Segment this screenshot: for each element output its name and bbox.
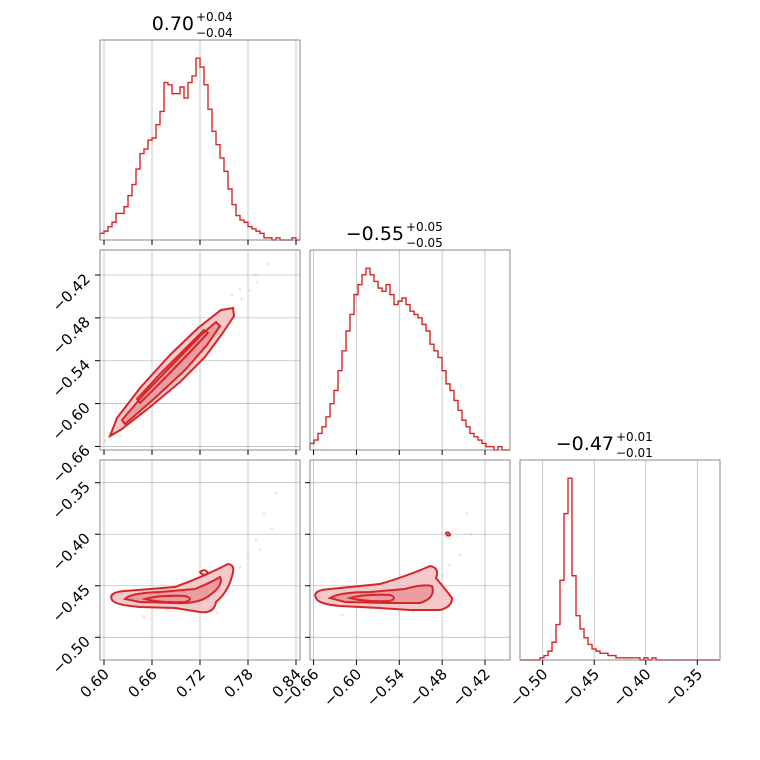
param-title-minus-2: −0.01 <box>616 446 653 460</box>
y-tick-label: −0.35 <box>49 478 94 523</box>
x-tick-label: 0.72 <box>172 665 208 701</box>
x-tick-label: −0.35 <box>661 665 706 710</box>
x-tick-label: −0.42 <box>449 665 494 710</box>
scatter-point <box>258 548 262 552</box>
contour-fill-inner-2-0 <box>125 577 221 604</box>
scatter-point <box>230 293 234 297</box>
contour-line-core-2-0 <box>141 594 191 604</box>
contour-line-outer-1-0 <box>108 306 236 439</box>
param-title-minus-1: −0.05 <box>406 236 443 250</box>
x-tick-label: −0.60 <box>320 665 365 710</box>
x-tick-label: 0.66 <box>124 665 160 701</box>
param-title-median-0: 0.70 <box>152 13 194 35</box>
contour-line-outer-2-1 <box>314 564 454 611</box>
histogram-2 <box>520 477 720 661</box>
scatter-point <box>469 532 473 536</box>
scatter-point <box>447 563 451 567</box>
contour-line-island-2-1 <box>444 531 452 537</box>
scatter-point <box>240 296 244 301</box>
scatter-point <box>104 439 108 443</box>
contour-line-inner-2-0 <box>123 575 222 605</box>
frame-layer <box>95 39 721 665</box>
grid-layer <box>100 40 698 660</box>
x-tick-label: −0.50 <box>506 665 551 710</box>
scatter-point <box>340 613 344 617</box>
x-tick-label: 0.60 <box>76 665 112 701</box>
scatter-point <box>274 491 278 495</box>
scatter-point <box>254 273 258 277</box>
scatter-point <box>248 288 252 292</box>
x-tick-label: −0.45 <box>558 665 603 710</box>
y-tick-label: −0.54 <box>49 356 94 401</box>
scatter-point <box>465 512 469 516</box>
contour-line-island-2-0 <box>198 569 210 576</box>
y-tick-label: −0.50 <box>49 632 94 677</box>
contour-line-outer-2-0 <box>110 562 235 614</box>
y-tick-label: −0.66 <box>49 442 94 487</box>
y-tick-label: −0.45 <box>49 581 94 626</box>
histogram-0 <box>99 57 300 241</box>
scatter-point <box>270 527 274 531</box>
y-tick-label: −0.40 <box>49 529 94 574</box>
param-title-plus-0: +0.04 <box>196 10 233 24</box>
param-title-plus-2: +0.01 <box>616 430 653 444</box>
scatter-point <box>142 615 146 619</box>
scatter-point <box>440 573 444 578</box>
contour-line-inner-2-1 <box>327 584 434 604</box>
contour-line-inner-1-0 <box>120 320 222 426</box>
contour-line-core-2-1 <box>346 593 395 603</box>
contour-line-core-1-0 <box>135 328 210 405</box>
scatter-point <box>254 537 258 541</box>
hist-frame-1 <box>309 249 511 451</box>
scatter-point <box>458 553 462 557</box>
scatter-point <box>166 608 170 613</box>
y-tick-label: −0.60 <box>49 399 94 444</box>
param-title-median-2: −0.47 <box>556 433 614 455</box>
scatter-point <box>216 610 220 615</box>
param-title-median-1: −0.55 <box>346 223 404 245</box>
x-tick-label: −0.40 <box>609 665 654 710</box>
scatter-point <box>238 287 242 291</box>
scatter-point <box>266 262 270 266</box>
y-tick-label: −0.48 <box>49 313 94 358</box>
param-title-plus-1: +0.05 <box>406 220 443 234</box>
x-tick-label: 0.78 <box>220 665 256 701</box>
x-tick-label: −0.48 <box>406 665 451 710</box>
y-tick-label: −0.42 <box>49 270 94 315</box>
hist-frame-2 <box>519 459 721 661</box>
scatter-point <box>262 512 266 516</box>
x-tick-label: −0.54 <box>363 665 408 710</box>
param-title-minus-0: −0.04 <box>196 26 233 40</box>
histogram-1 <box>309 267 510 451</box>
scatter-point <box>246 553 250 557</box>
data-layer <box>99 57 720 661</box>
scatter-point <box>238 565 242 569</box>
scatter-point <box>256 280 260 284</box>
pair-frame-2-1 <box>309 459 511 661</box>
scatter-point <box>118 434 122 438</box>
